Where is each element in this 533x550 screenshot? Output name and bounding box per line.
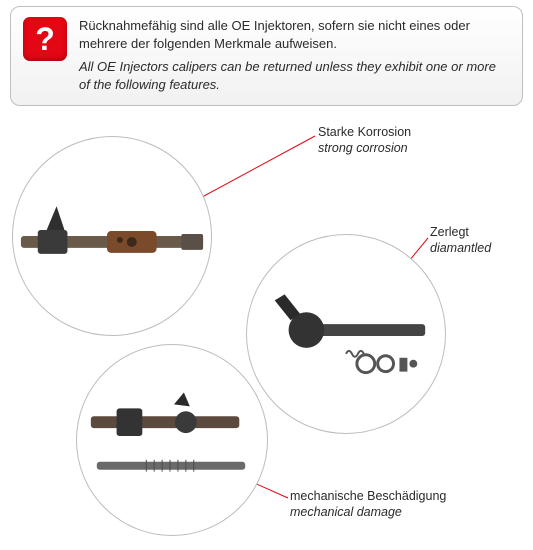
info-text-en: All OE Injectors calipers can be returne… xyxy=(79,58,508,93)
label-corrosion-en: strong corrosion xyxy=(318,140,411,156)
label-corrosion-de: Starke Korrosion xyxy=(318,125,411,139)
question-badge: ? xyxy=(23,17,67,61)
label-mechanical-en: mechanical damage xyxy=(290,504,446,520)
label-dismantled: Zerlegt diamantled xyxy=(430,224,491,257)
info-box: ? Rücknahmefähig sind alle OE Injektoren… xyxy=(10,6,523,106)
figure-area: Starke Korrosion strong corrosion Zerleg… xyxy=(0,106,533,536)
label-corrosion: Starke Korrosion strong corrosion xyxy=(318,124,411,157)
figure-circle-corrosion xyxy=(12,136,212,336)
question-mark-icon: ? xyxy=(35,23,55,55)
info-text-de: Rücknahmefähig sind alle OE Injektoren, … xyxy=(79,17,508,52)
label-mechanical: mechanische Beschädigung mechanical dama… xyxy=(290,488,446,521)
injector-corroded-icon xyxy=(13,136,211,336)
figure-circle-mechanical xyxy=(76,344,268,536)
injector-dismantled-icon xyxy=(247,234,445,434)
figure-circle-dismantled xyxy=(246,234,446,434)
label-mechanical-de: mechanische Beschädigung xyxy=(290,489,446,503)
injector-damaged-icon xyxy=(77,344,267,536)
label-dismantled-de: Zerlegt xyxy=(430,225,469,239)
label-dismantled-en: diamantled xyxy=(430,240,491,256)
